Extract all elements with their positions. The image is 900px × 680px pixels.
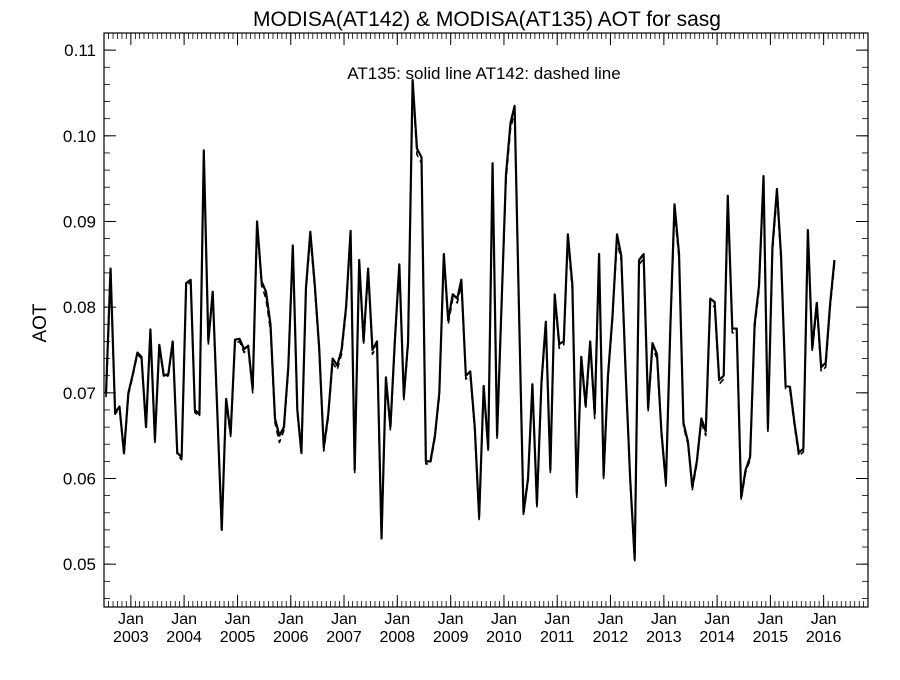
x-tick-label-year: 2009 (433, 629, 469, 646)
x-tick-label-year: 2004 (166, 629, 202, 646)
x-tick-label-year: 2012 (593, 629, 629, 646)
x-tick-label-year: 2008 (379, 629, 415, 646)
x-tick-label-month: Jan (651, 611, 677, 628)
x-tick-label-month: Jan (384, 611, 410, 628)
x-tick-label-month: Jan (598, 611, 624, 628)
x-tick-label-year: 2006 (273, 629, 309, 646)
series-layer (104, 79, 836, 562)
y-tick-label: 0.08 (63, 298, 96, 317)
series-style-annotation: AT135: solid line AT142: dashed line (347, 64, 620, 83)
y-tick-label: 0.06 (63, 469, 96, 488)
x-tick-label-month: Jan (544, 611, 570, 628)
x-tick-label-year: 2007 (326, 629, 362, 646)
x-tick-label-month: Jan (438, 611, 464, 628)
x-tick-label-year: 2014 (699, 629, 735, 646)
axis-ticks: 0.050.060.070.080.090.100.11Jan2003Jan20… (63, 32, 868, 646)
x-tick-label-month: Jan (278, 611, 304, 628)
y-tick-label: 0.09 (63, 212, 96, 231)
x-tick-label-month: Jan (811, 611, 837, 628)
y-tick-label: 0.11 (64, 41, 96, 60)
x-tick-label-month: Jan (331, 611, 357, 628)
x-tick-label-month: Jan (171, 611, 197, 628)
x-tick-label-year: 2010 (486, 629, 522, 646)
y-tick-label: 0.05 (63, 555, 96, 574)
x-tick-label-year: 2015 (753, 629, 789, 646)
x-tick-label-month: Jan (757, 611, 783, 628)
x-tick-label-month: Jan (704, 611, 730, 628)
chart-title: MODISA(AT142) & MODISA(AT135) AOT for sa… (253, 8, 721, 31)
x-tick-label-year: 2013 (646, 629, 682, 646)
x-tick-label-year: 2016 (806, 629, 842, 646)
x-tick-label-month: Jan (225, 611, 251, 628)
plot-frame (103, 32, 869, 608)
y-axis-label: AOT (30, 303, 51, 342)
x-tick-label-year: 2005 (220, 629, 256, 646)
y-tick-label: 0.07 (63, 384, 96, 403)
series-line-at142 (105, 85, 836, 562)
x-tick-label-month: Jan (118, 611, 144, 628)
series-line-at135 (104, 79, 836, 561)
x-tick-label-year: 2011 (540, 629, 575, 646)
x-tick-label-month: Jan (491, 611, 517, 628)
x-tick-label-year: 2003 (113, 629, 149, 646)
y-tick-label: 0.10 (63, 127, 96, 146)
